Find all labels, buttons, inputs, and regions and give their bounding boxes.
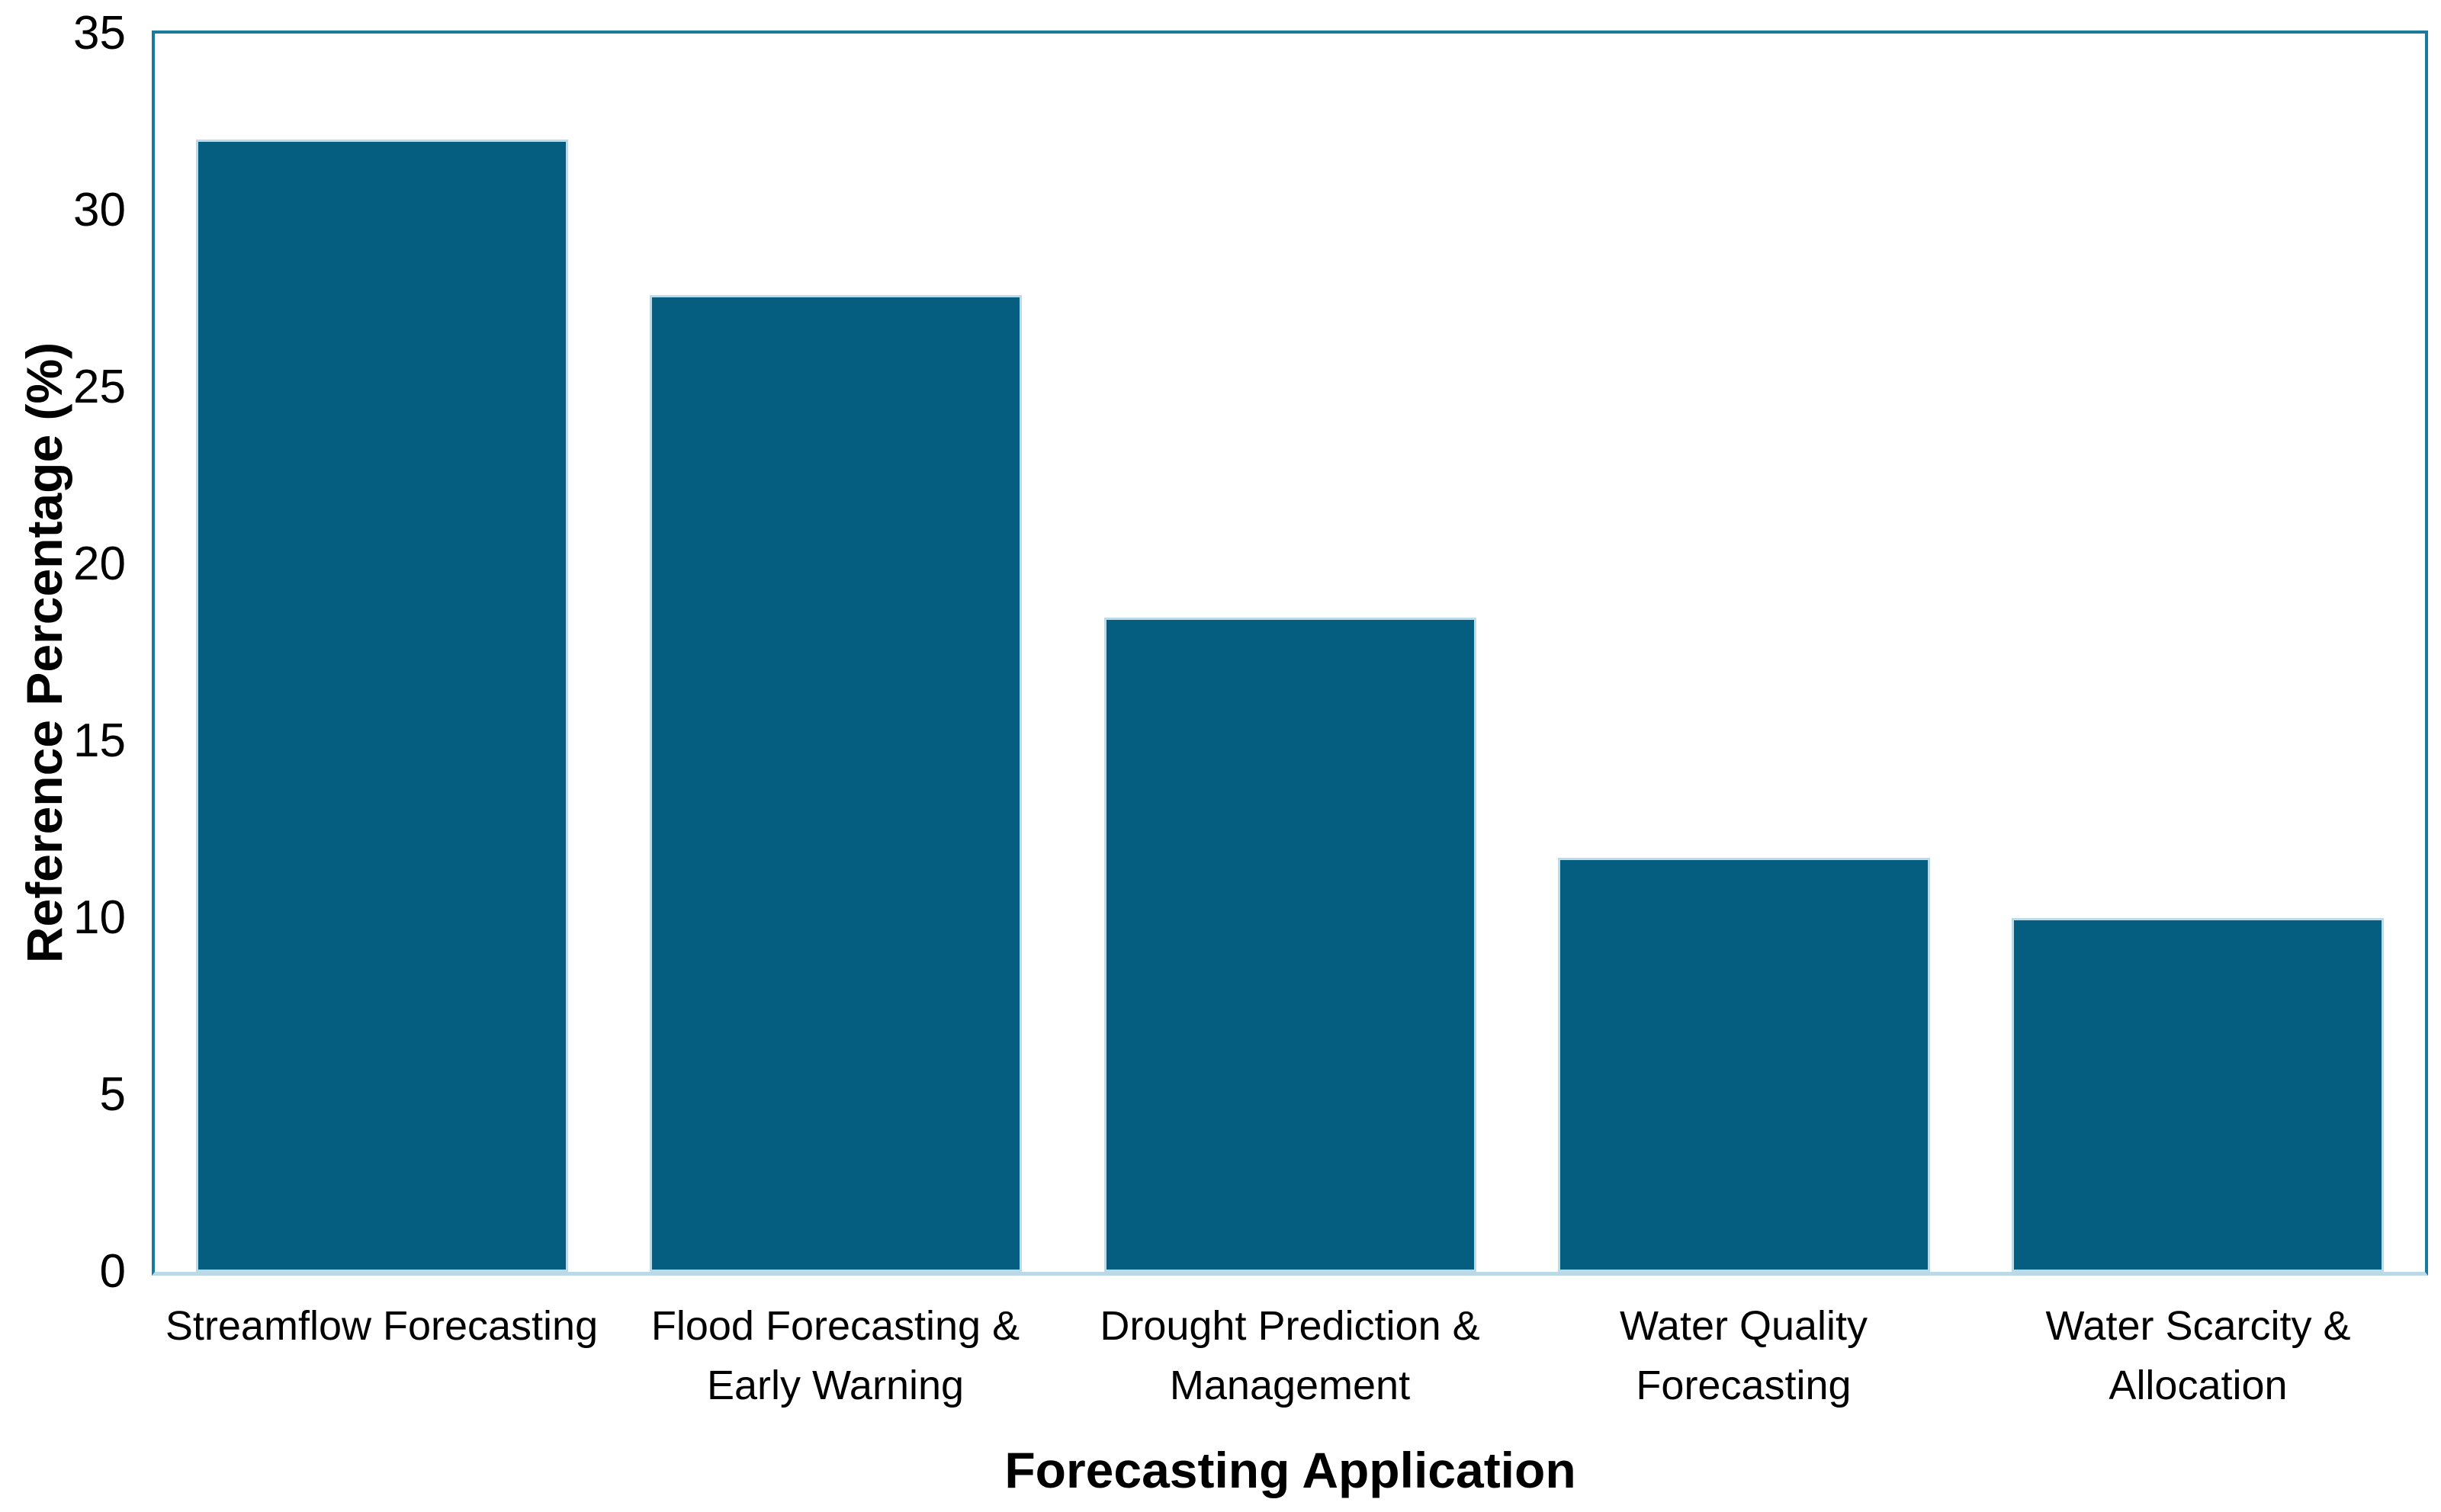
xtick-label-flood-forecasting-early-warning: Flood Forecasting & Early Warning [609, 1296, 1062, 1415]
x-axis-title: Forecasting Application [1004, 1442, 1576, 1498]
ytick-label-15: 15 [73, 714, 126, 767]
xtick-label-drought-prediction-management: Drought Prediction & Management [1063, 1296, 1517, 1415]
bar-drought-prediction-management [1104, 618, 1476, 1272]
xtick-label-line: Forecasting [1636, 1363, 1852, 1408]
xtick-label-line: Streamflow Forecasting [165, 1303, 599, 1349]
xtick-label-line: Early Warning [706, 1363, 965, 1408]
ytick-label-30: 30 [73, 184, 126, 236]
xtick-label-line: Flood Forecasting & [650, 1303, 1020, 1349]
ytick-label-0: 0 [99, 1245, 126, 1298]
xtick-label-line: Water Scarcity & [2045, 1303, 2351, 1349]
xtick-label-streamflow-forecasting: Streamflow Forecasting [155, 1296, 609, 1356]
ytick-label-10: 10 [73, 891, 126, 944]
xtick-label-water-quality-forecasting: Water Quality Forecasting [1517, 1296, 1970, 1415]
xtick-label-line: Management [1169, 1363, 1411, 1408]
y-axis-title: Reference Percentage (%) [16, 342, 72, 964]
xtick-label-line: Drought Prediction & [1100, 1303, 1480, 1349]
ytick-label-25: 25 [73, 361, 126, 413]
bar-flood-forecasting-early-warning [650, 295, 1022, 1272]
bar-water-quality-forecasting [1558, 858, 1930, 1272]
ytick-label-5: 5 [99, 1068, 126, 1121]
ytick-label-35: 35 [73, 7, 126, 59]
xtick-label-water-scarcity-allocation: Water Scarcity & Allocation [1971, 1296, 2425, 1415]
ytick-label-20: 20 [73, 538, 126, 590]
bar-streamflow-forecasting [196, 140, 568, 1272]
bar-water-scarcity-allocation [2012, 918, 2384, 1272]
xtick-label-line: Allocation [2109, 1363, 2288, 1408]
xtick-label-line: Water Quality [1619, 1303, 1868, 1349]
